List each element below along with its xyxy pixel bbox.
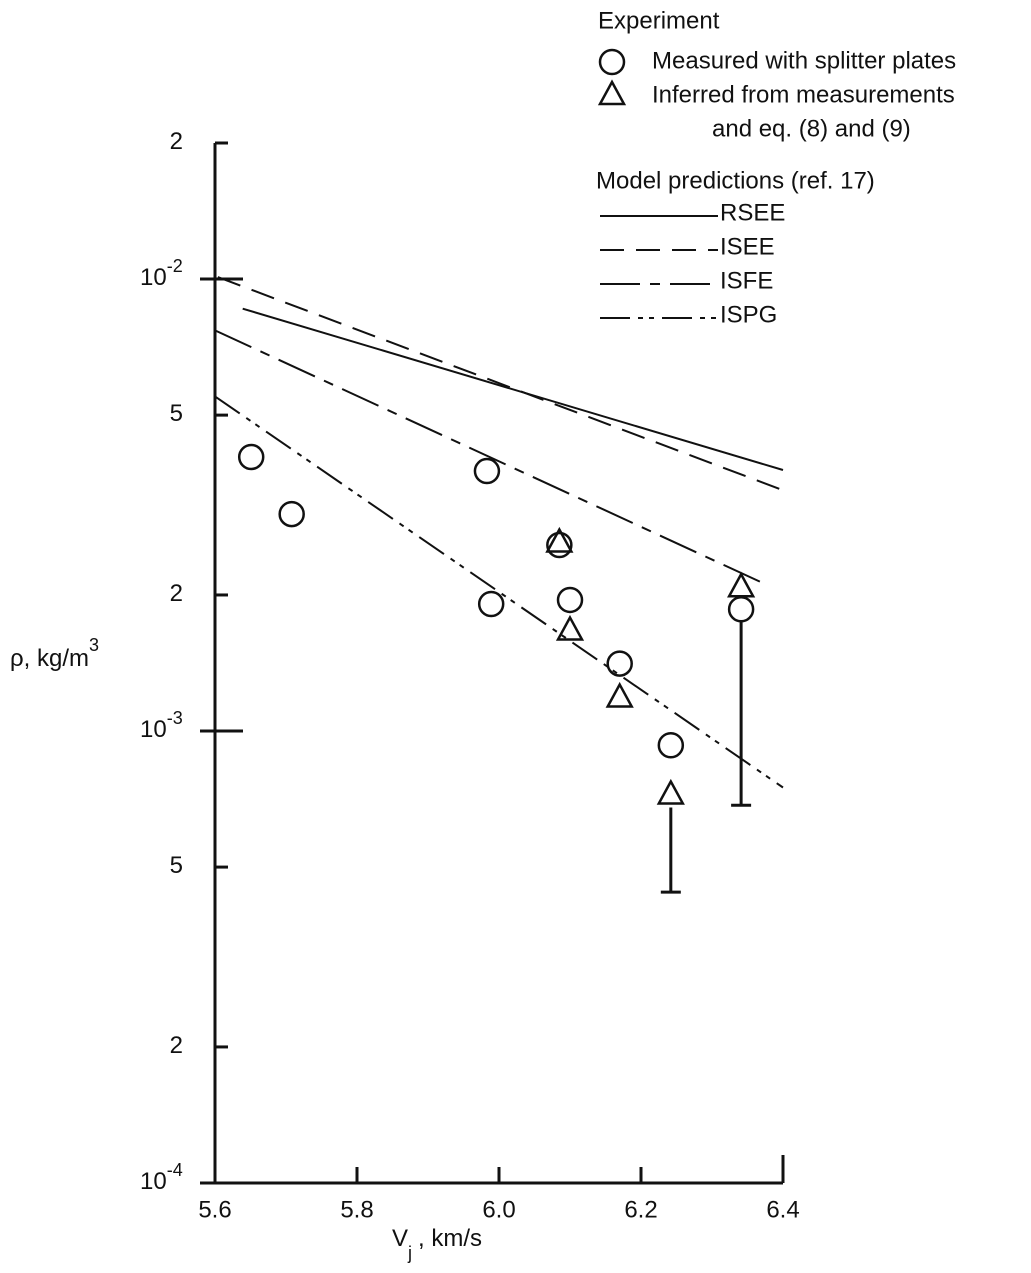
circle-marker — [546, 531, 573, 559]
y-tick-label-text: 2 — [170, 1032, 183, 1059]
triangle-marker — [605, 681, 634, 708]
circle-marker — [657, 732, 685, 759]
x-tick-label: 5.8 — [340, 1196, 373, 1223]
circle-marker — [598, 48, 626, 76]
y-tick-label-text: 5 — [170, 400, 183, 427]
x-label-sub: j — [407, 1243, 412, 1263]
y-axis-label: ρ, kg/m3 — [10, 635, 99, 673]
triangle-marker — [545, 526, 574, 553]
y-tick-label: 5 — [170, 400, 183, 427]
circle-marker — [278, 500, 305, 528]
y-tick-label: 10-2 — [140, 256, 183, 292]
triangle-marker — [727, 571, 756, 598]
y-tick-label-text: 2 — [170, 580, 183, 607]
y-tick-label: 5 — [170, 852, 183, 879]
model-line — [217, 276, 784, 492]
x-tick-label: 6.2 — [624, 1196, 657, 1223]
y-label-exp: 3 — [89, 635, 99, 655]
legend-label: Inferred from measurements — [652, 81, 955, 108]
y-tick-label-text: 10 — [140, 264, 167, 291]
legend-title: Experiment — [598, 7, 720, 34]
x-tick-label: 6.4 — [766, 1196, 799, 1223]
circle-marker — [556, 586, 584, 614]
x-label-unit: , km/s — [418, 1225, 482, 1252]
legend-label: RSEE — [720, 199, 785, 226]
y-tick-label-text: 10 — [140, 716, 167, 743]
legend-label: ISPG — [720, 301, 777, 328]
legend-label: Measured with splitter plates — [652, 47, 956, 74]
model-line — [214, 395, 784, 789]
y-tick-exponent: -4 — [167, 1160, 183, 1180]
x-tick-label: 5.6 — [198, 1196, 231, 1223]
legend-label: and eq. (8) and (9) — [712, 115, 911, 142]
triangle-marker — [555, 614, 585, 641]
y-tick-exponent: -2 — [167, 256, 183, 276]
circle-marker — [606, 650, 633, 677]
y-tick-label: 10-4 — [140, 1160, 183, 1196]
y-tick-label-text: 2 — [170, 128, 183, 155]
triangle-marker — [597, 79, 627, 106]
x-tick-label: 6.0 — [482, 1196, 515, 1223]
legend-title2: Model predictions (ref. 17) — [596, 167, 875, 194]
circle-marker — [473, 457, 501, 485]
x-label-text: V — [392, 1225, 408, 1252]
model-line — [242, 307, 784, 471]
circle-marker — [237, 443, 265, 471]
y-tick-label: 10-3 — [140, 708, 183, 744]
legend-label: ISEE — [720, 233, 775, 260]
circle-marker — [727, 595, 755, 623]
y-tick-label: 2 — [170, 1032, 183, 1059]
legend-label: ISFE — [720, 267, 773, 294]
circle-marker — [477, 590, 505, 618]
y-tick-exponent: -3 — [167, 708, 183, 728]
y-tick-label-text: 10 — [140, 1168, 167, 1195]
triangle-marker — [656, 778, 685, 805]
x-axis-label: Vj , km/s — [392, 1225, 482, 1262]
y-label-text: ρ, kg/m — [10, 645, 89, 672]
model-line — [214, 329, 769, 587]
y-tick-label-text: 5 — [170, 852, 183, 879]
y-tick-label: 2 — [170, 128, 183, 155]
y-tick-label: 2 — [170, 580, 183, 607]
